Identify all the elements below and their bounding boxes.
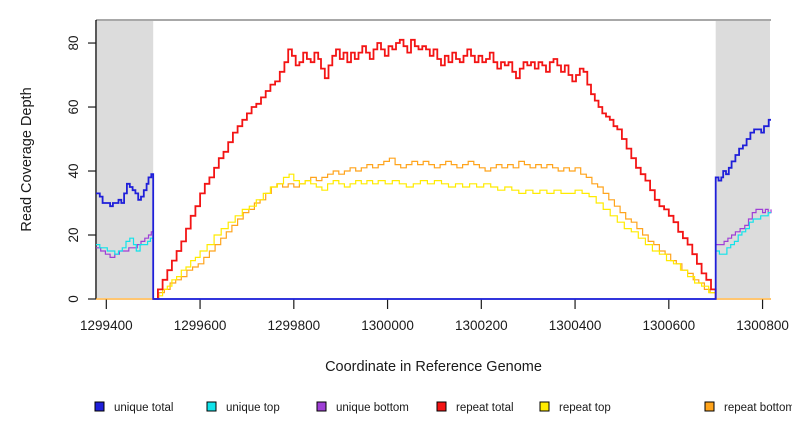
y-axis-title: Read Coverage Depth [19,87,35,231]
legend-item-repeat-top: repeat top [539,401,611,414]
series-line-repeat-top [153,173,717,300]
y-tick-label: 0 [66,295,81,303]
x-tick-label: 1299800 [268,318,321,333]
series-line-repeat-bottom [96,157,771,300]
x-axis-title: Coordinate in Reference Genome [325,359,542,375]
legend-swatch [436,401,447,412]
x-tick-label: 1299400 [80,318,133,333]
legend-label: unique top [226,402,280,414]
masked-region [715,21,770,298]
legend-label: unique total [114,402,173,414]
legend-label: repeat bottom [724,402,792,414]
legend-item-unique-total: unique total [94,401,173,414]
legend-swatch [704,401,715,412]
legend-label: unique bottom [336,402,409,414]
chart-legend: unique total unique top unique bottom repea… [94,401,792,414]
y-tick-label: 20 [66,227,81,242]
series-line-repeat-total [153,38,717,300]
y-tick-label: 80 [66,36,81,51]
masked-region [97,21,154,298]
legend-swatch [539,401,550,412]
legend-item-unique-top: unique top [206,401,280,414]
legend-label: repeat top [559,402,611,414]
masked-region-shading [97,21,770,298]
legend-swatch [206,401,217,412]
legend-swatch [316,401,327,412]
y-tick-label: 40 [66,164,81,179]
x-tick-label: 1300800 [736,318,789,333]
legend-item-unique-bottom: unique bottom [316,401,409,414]
series-line-unique-top [96,212,771,300]
coverage-series-lines [96,38,772,300]
legend-item-repeat-total: repeat total [436,401,514,414]
x-tick-label: 1300000 [361,318,414,333]
x-tick-label: 1300200 [455,318,508,333]
axes: 1299400 1299600 1299800 1300000 1300200 13004… [66,20,789,333]
x-tick-label: 1300400 [549,318,602,333]
series-line-unique-total [96,118,771,300]
y-tick-label: 60 [66,100,81,115]
x-tick-label: 1299600 [174,318,227,333]
legend-label: repeat total [456,402,514,414]
x-tick-label: 1300600 [643,318,696,333]
legend-item-repeat-bottom: repeat bottom [704,401,792,414]
legend-swatch [94,401,105,412]
